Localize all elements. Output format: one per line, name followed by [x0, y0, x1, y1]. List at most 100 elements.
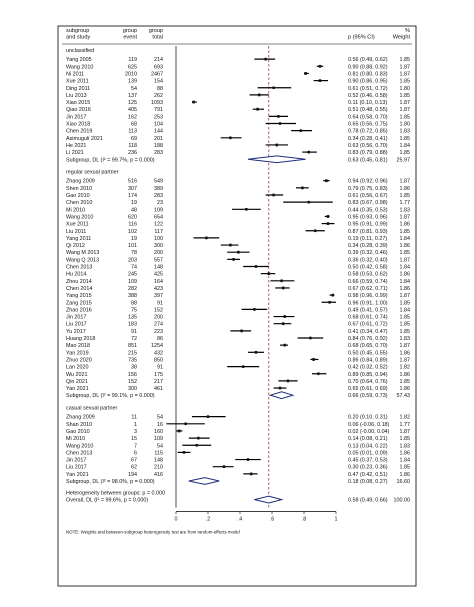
ci-text: 0.68 (0.65, 0.70)	[348, 343, 388, 349]
study-events: 2010	[125, 71, 137, 77]
weight-text: 1.86	[400, 222, 411, 228]
study-name: He 2021	[66, 143, 86, 149]
study-total: 1093	[151, 100, 163, 106]
weight-text: 1.83	[400, 207, 411, 213]
weight-text: 1.85	[400, 229, 411, 235]
x-axis: 0 .2 .4 .6 .8 1	[175, 511, 338, 523]
weight-text: 1.85	[400, 436, 411, 442]
study-events: 74	[131, 265, 137, 271]
weight-text: 1.85	[400, 379, 411, 385]
study-total: 654	[154, 214, 163, 220]
weight-text: 16.60	[397, 479, 411, 485]
ci-text: 0.41 (0.34, 0.47)	[348, 329, 388, 335]
point-estimate	[253, 308, 256, 311]
weight-text: 1.86	[400, 450, 411, 456]
study-name: Li 2021	[66, 150, 84, 156]
header-weight: Weight	[393, 35, 411, 41]
study-total: 148	[154, 458, 163, 464]
point-estimate	[192, 100, 196, 104]
study-total: 109	[154, 207, 163, 213]
point-estimate	[281, 286, 285, 290]
study-events: 300	[128, 386, 137, 392]
point-estimate	[264, 57, 267, 61]
point-estimate	[184, 422, 188, 426]
ci-text: 0.67 (0.61, 0.72)	[348, 322, 388, 328]
point-estimate	[325, 179, 328, 183]
ci-text: 0.34 (0.28, 0.41)	[348, 136, 388, 142]
study-name: Xiao 2018	[66, 122, 90, 128]
ci-text: 0.64 (0.58, 0.70)	[348, 114, 388, 120]
weight-text: 1.80	[400, 122, 411, 128]
subgroup-label: unclassified	[66, 48, 94, 54]
study-total: 152	[154, 307, 163, 313]
ci-text: 0.83 (0.79, 0.88)	[348, 150, 388, 156]
ci-text: 0.70 (0.64, 0.76)	[348, 379, 388, 385]
study-name: Yang 2011	[66, 236, 91, 242]
study-events: 625	[128, 64, 137, 70]
study-events: 7	[134, 443, 137, 449]
study-total: 2467	[151, 71, 163, 77]
subgroup-diamond	[268, 391, 295, 400]
study-total: 91	[157, 300, 163, 306]
x-tick-label: .4	[238, 517, 243, 523]
header-total: group	[149, 28, 163, 34]
overall-weight-text: 100.00	[394, 498, 411, 504]
ci-text: 0.52 (0.46, 0.58)	[348, 93, 388, 99]
ci-text: 0.06 (-0.06, 0.18)	[348, 422, 390, 428]
study-events: 174	[128, 193, 137, 199]
study-events: 135	[128, 315, 137, 321]
weight-text: 1.87	[400, 214, 411, 220]
weight-text: 1.86	[400, 272, 411, 278]
study-name: Wang M 2013	[66, 250, 99, 256]
point-estimate	[182, 451, 186, 454]
weight-text: 1.87	[400, 293, 411, 299]
point-estimate	[254, 265, 258, 268]
study-total: 54	[157, 443, 163, 449]
study-total: 201	[154, 136, 163, 142]
study-total: 23	[157, 200, 163, 206]
study-total: 210	[154, 465, 163, 471]
point-estimate	[205, 236, 208, 240]
study-name: Liu 2017	[66, 465, 87, 471]
study-name: Wang 2010	[66, 214, 93, 220]
weight-text: 1.87	[400, 107, 411, 113]
ci-text: 0.90 (0.86, 0.95)	[348, 79, 388, 85]
ci-text: 0.61 (0.56, 0.67)	[348, 193, 388, 199]
weight-text: 1.87	[400, 357, 411, 363]
point-estimate	[301, 186, 304, 190]
ci-text: 0.02 (-0.00, 0.04)	[348, 429, 390, 435]
study-total: 283	[154, 150, 163, 156]
weight-text: 1.85	[400, 329, 411, 335]
study-events: 72	[131, 336, 137, 342]
study-name: Mi 2010	[66, 207, 85, 213]
study-total: 88	[157, 86, 163, 92]
ci-text: 0.81 (0.80, 0.83)	[348, 71, 388, 77]
point-estimate	[283, 315, 287, 318]
study-events: 48	[131, 207, 137, 213]
study-events: 388	[128, 293, 137, 299]
weight-text: 1.84	[400, 265, 411, 271]
study-events: 91	[131, 329, 137, 335]
study-name: Gao 2010	[66, 193, 90, 199]
study-events: 307	[128, 186, 137, 192]
study-events: 3	[134, 429, 137, 435]
study-events: 162	[128, 114, 137, 120]
study-events: 139	[128, 79, 137, 85]
ci-text: 0.83 (0.67, 0.98)	[348, 200, 388, 206]
study-events: 245	[128, 272, 137, 278]
study-events: 38	[131, 365, 137, 371]
study-name: Lan 2020	[66, 365, 88, 371]
study-events: 78	[131, 250, 137, 256]
ci-text: 0.45 (0.37, 0.53)	[348, 458, 388, 464]
study-total: 389	[154, 186, 163, 192]
point-estimate	[313, 229, 317, 233]
study-events: 620	[128, 214, 137, 220]
study-events: 69	[131, 136, 137, 142]
study-total: 164	[154, 279, 163, 285]
header-events: event	[123, 35, 137, 41]
study-total: 214	[154, 57, 163, 63]
weight-text: 1.80	[400, 86, 411, 92]
study-total: 122	[154, 222, 163, 228]
